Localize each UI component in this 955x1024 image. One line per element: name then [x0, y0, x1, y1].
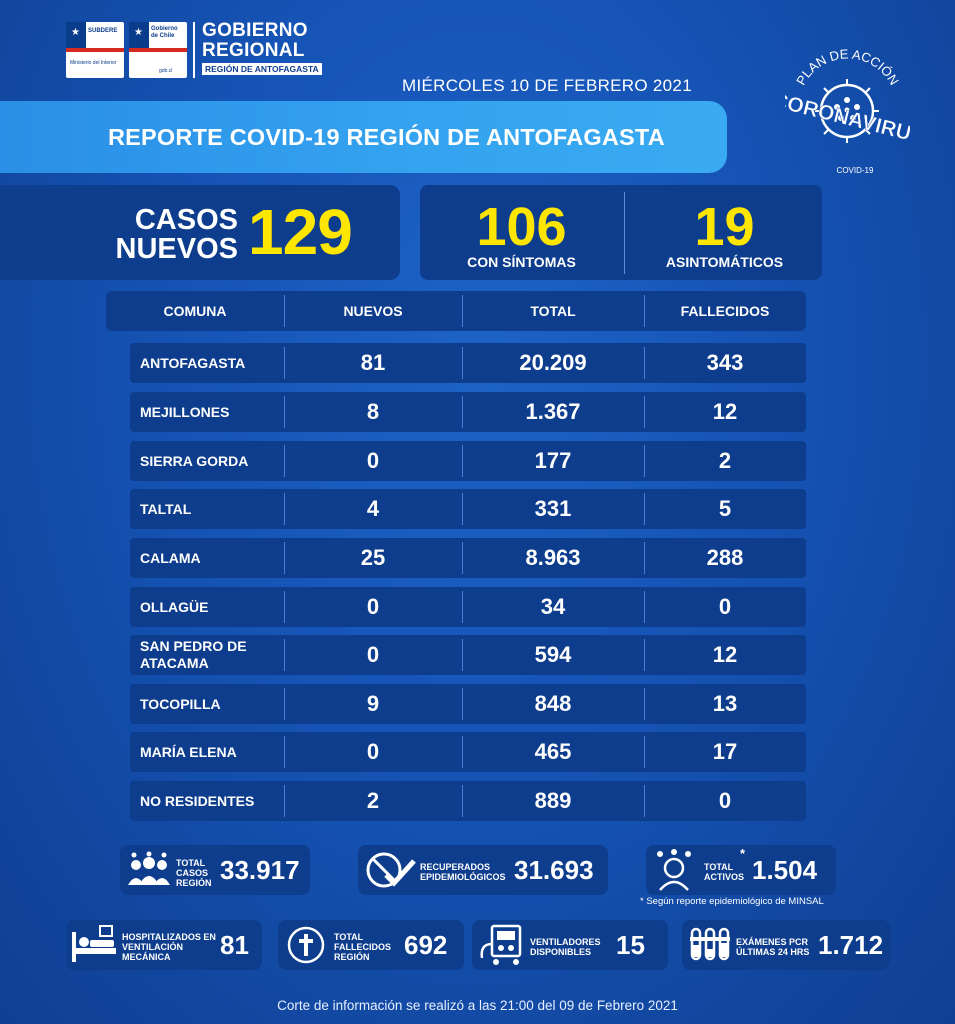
cell-nuevos: 0	[366, 448, 380, 473]
table-row: MARÍA ELENA 0 465 17	[130, 732, 806, 772]
table-row: SIERRA GORDA 0 177 2	[130, 441, 806, 481]
cell-nuevos: 8	[366, 399, 380, 424]
header-fallecidos: FALLECIDOS	[680, 303, 770, 319]
activos-value: 1.504	[752, 855, 818, 885]
pcr-value: 1.712	[818, 930, 884, 960]
cell-total: 331	[534, 496, 572, 521]
cell-nuevos: 81	[360, 350, 386, 375]
cell-total: 848	[534, 691, 572, 716]
cell-fallecidos: 13	[712, 691, 738, 716]
report-title: REPORTE COVID-19 REGIÓN DE ANTOFAGASTA	[0, 101, 727, 173]
cell-comuna: NO RESIDENTES	[140, 792, 255, 809]
cell-total: 20.209	[519, 350, 587, 375]
table-row: TOCOPILLA 9 848 13	[130, 684, 806, 724]
header-total: TOTAL	[530, 303, 576, 319]
cell-fallecidos: 2	[718, 448, 732, 473]
total-casos-value: 33.917	[220, 855, 300, 885]
table-row: OLLAGÜE 0 34 0	[130, 587, 806, 627]
table-header: COMUNA NUEVOS TOTAL FALLECIDOS	[106, 291, 806, 331]
recuperados-card: RECUPERADOS EPIDEMIOLÓGICOS 31.693	[358, 845, 608, 895]
hospitalizados-card: HOSPITALIZADOS EN VENTILACIÓN MECÁNICA 8…	[66, 920, 262, 970]
cell-comuna: SIERRA GORDA	[140, 452, 249, 469]
cell-comuna: MARÍA ELENA	[140, 743, 237, 760]
header-comuna: COMUNA	[163, 303, 227, 319]
cell-fallecidos: 0	[718, 788, 732, 813]
cell-fallecidos: 12	[712, 399, 738, 424]
cell-fallecidos: 17	[712, 739, 738, 764]
table-row: ANTOFAGASTA 81 20.209 343	[130, 343, 806, 383]
coronavirus-badge-icon: PLAN DE ACCIÓN CORONAVIRUS COVID-19	[785, 46, 910, 175]
cell-fallecidos: 288	[706, 545, 744, 570]
table-row: MEJILLONES 8 1.367 12	[130, 392, 806, 432]
cell-nuevos: 0	[366, 739, 380, 764]
report-date: MIÉRCOLES 10 DE FEBRERO 2021	[402, 76, 692, 95]
cell-nuevos: 4	[366, 496, 380, 521]
casos-nuevos-panel	[0, 185, 400, 280]
ventilator-icon	[480, 924, 522, 965]
subdere-logo: ★ SUBDERE Ministerio del Interior	[66, 22, 124, 78]
gobierno-chile-logo: ★ Gobierno de Chile gob.cl	[129, 22, 187, 78]
people-group-icon	[128, 851, 170, 885]
person-virus-icon	[657, 849, 691, 891]
cell-comuna: SAN PEDRO DE ATACAMA	[140, 638, 247, 671]
pcr-card: EXÁMENES PCR ÚLTIMAS 24 HRS 1.712	[682, 920, 890, 970]
casos-nuevos-value: 129	[248, 196, 353, 268]
region-subtitle: REGIÓN DE ANTOFAGASTA	[202, 63, 322, 75]
casos-nuevos-label: CASOS NUEVOS	[115, 204, 238, 265]
svg-text:COVID-19: COVID-19	[837, 166, 874, 175]
con-sintomas-label: CON SÍNTOMAS	[467, 254, 576, 270]
asintomaticos-label: ASINTOMÁTICOS	[665, 254, 784, 270]
cell-comuna: TOCOPILLA	[140, 695, 221, 712]
cell-nuevos: 9	[366, 691, 380, 716]
gobierno-regional-logo: GOBIERNO REGIONAL	[202, 20, 308, 61]
cell-total: 177	[534, 448, 572, 473]
footer-note: Corte de información se realizó a las 21…	[277, 998, 678, 1013]
cross-icon	[287, 926, 325, 964]
table-row: TALTAL 4 331 5	[130, 489, 806, 529]
cell-total: 34	[540, 594, 566, 619]
cell-comuna: TALTAL	[140, 500, 192, 517]
minsal-note: * Según reporte epidemiológico de MINSAL	[640, 896, 824, 907]
cell-fallecidos: 0	[718, 594, 732, 619]
cell-comuna: MEJILLONES	[140, 403, 230, 420]
cell-fallecidos: 5	[718, 496, 732, 521]
cell-total: 594	[534, 642, 572, 667]
fallecidos-card: TOTAL FALLECIDOS REGIÓN 692	[278, 920, 464, 970]
sintomas-divider	[624, 192, 625, 274]
cell-nuevos: 0	[366, 594, 380, 619]
recovered-check-icon	[366, 852, 416, 888]
asintomaticos-value: 19	[694, 197, 755, 257]
sintomas-panel	[420, 185, 822, 280]
hospitalizados-value: 81	[220, 930, 249, 960]
cell-total: 1.367	[525, 399, 581, 424]
fallecidos-value: 692	[404, 930, 448, 960]
cell-total: 465	[534, 739, 572, 764]
table-row: CALAMA 25 8.963 288	[130, 538, 806, 578]
cell-nuevos: 25	[360, 545, 386, 570]
cell-fallecidos: 343	[706, 350, 744, 375]
cell-nuevos: 0	[366, 642, 380, 667]
cell-comuna: ANTOFAGASTA	[140, 354, 246, 371]
cell-nuevos: 2	[366, 788, 380, 813]
recuperados-value: 31.693	[514, 855, 594, 885]
activos-card: TOTAL ACTIVOS * 1.504	[646, 845, 836, 895]
cell-fallecidos: 12	[712, 642, 738, 667]
test-tubes-icon	[690, 927, 730, 961]
con-sintomas-value: 106	[476, 197, 567, 257]
cell-comuna: CALAMA	[140, 549, 201, 566]
total-casos-card: TOTAL CASOS REGIÓN 33.917	[120, 845, 310, 895]
table-row: NO RESIDENTES 2 889 0	[130, 781, 806, 821]
hospital-bed-icon	[72, 925, 116, 962]
cell-comuna: OLLAGÜE	[140, 598, 209, 615]
cell-total: 8.963	[525, 545, 581, 570]
table-row: SAN PEDRO DE ATACAMA 0 594 12	[130, 635, 806, 675]
header-nuevos: NUEVOS	[343, 303, 403, 319]
cell-total: 889	[534, 788, 572, 813]
logo-divider	[193, 22, 195, 78]
ventiladores-card: VENTILADORES DISPONIBLES 15	[472, 920, 668, 970]
ventiladores-value: 15	[616, 930, 645, 960]
